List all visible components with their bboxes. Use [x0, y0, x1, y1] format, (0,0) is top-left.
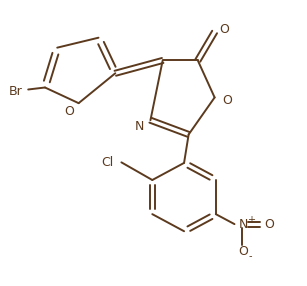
Text: O: O	[219, 23, 229, 36]
Text: O: O	[264, 219, 274, 231]
Text: O: O	[238, 245, 248, 258]
Text: O: O	[222, 94, 232, 107]
Text: Br: Br	[8, 85, 22, 98]
Text: +: +	[247, 215, 255, 225]
Text: N: N	[135, 120, 144, 133]
Text: O: O	[64, 105, 74, 118]
Text: Cl: Cl	[102, 156, 114, 169]
Text: -: -	[249, 251, 252, 261]
Text: N: N	[238, 219, 248, 231]
